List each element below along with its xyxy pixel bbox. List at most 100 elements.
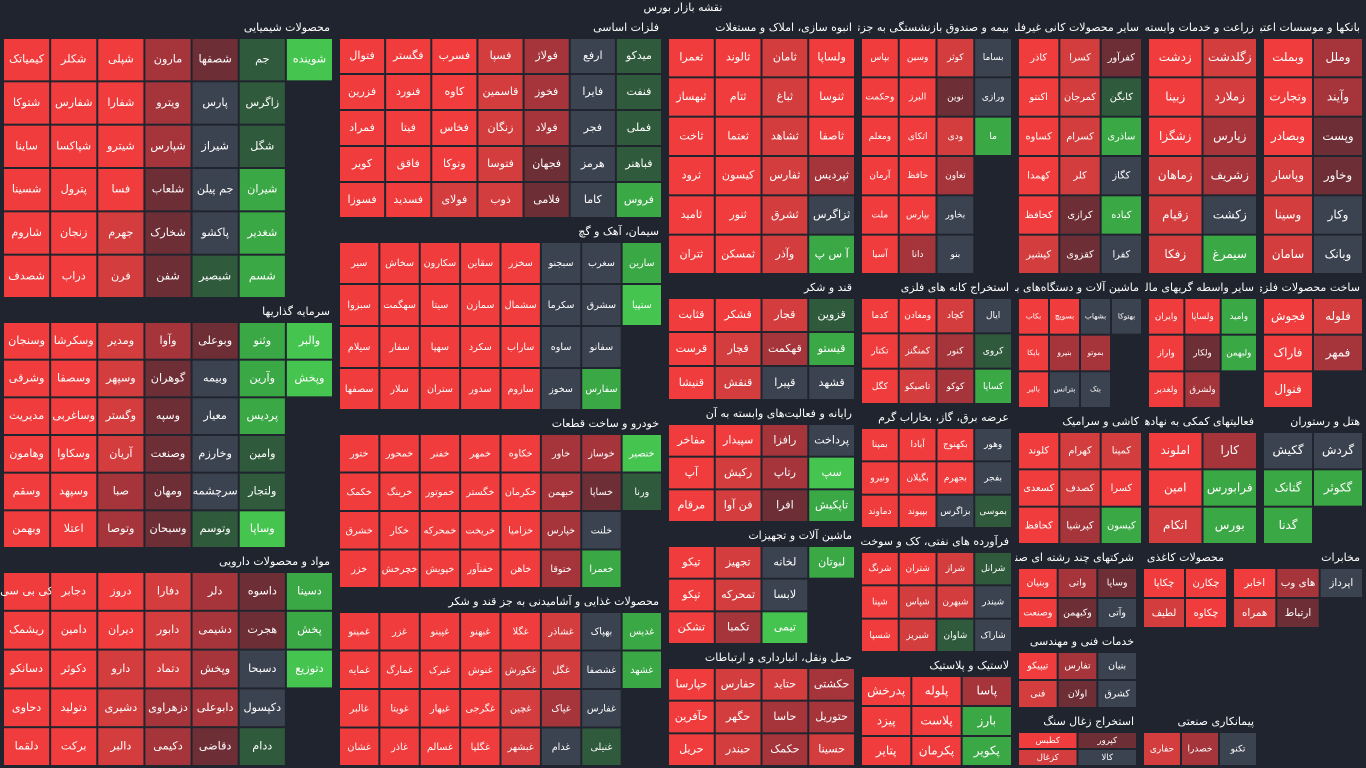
tile [4,611,50,649]
tile-label: مفاخر [676,433,705,446]
tile-label: شصفها [198,53,231,66]
tile [669,157,714,195]
tile [899,619,936,651]
tile-label: کاوه [445,85,465,98]
tile-label: بنیرو [1056,348,1071,357]
sector-title: سایر محصولات کانی غیرفلزی [1002,21,1139,34]
tile-label: وامید [1230,312,1248,322]
tile-label: کساپا [983,382,1004,392]
tile-label: پردیس [246,409,278,423]
tile-label: کفرآور [1107,51,1136,64]
tile-label: سفار [388,342,409,353]
tile [862,196,898,234]
tile [340,651,379,688]
tile [286,573,332,610]
sector: انبوه سازی، املاک و مستغلات ثعمرا ثبهساز ثا… [669,21,854,273]
tile [239,169,285,211]
tile-label: سدور [468,384,491,395]
tile [1019,39,1059,77]
tile [1320,569,1362,597]
tile-label: ولکار [1192,349,1211,359]
tile-label: غیهار [429,703,450,714]
sector-title: شرکتهای چند رشته ای صنعتی [997,551,1134,564]
tile [1149,235,1202,273]
tile [1264,433,1312,469]
tile [51,323,97,359]
tile-label: کوکو [945,382,965,392]
tile-label: شپنا [872,598,888,608]
tile [1019,299,1048,334]
tile-label: کحافظ [1025,210,1053,221]
tile [1264,470,1312,506]
tile-label: فتوسا [487,157,514,170]
tile [937,553,974,585]
sector-title: بانکها و موسسات اعتباری [1242,21,1360,34]
tile [192,169,238,211]
tile [340,473,379,510]
tile-label: سلار [389,384,408,395]
tile [239,573,285,610]
tile [239,82,285,124]
tile [975,553,1011,585]
tile [1149,433,1202,469]
tile [899,553,936,585]
tile-label: پکرمان [919,744,954,759]
tile-label: خساپا [590,487,613,498]
sector: محصولات کاغذی چکاپا لطیف چکارن چکاوه [1144,551,1226,627]
tile-label: کنور [946,347,964,357]
tile [937,334,974,368]
sector-title: قند و شکر [803,281,852,294]
tile [809,39,854,77]
tile-label: غگلپا [471,741,490,753]
sector: بیمه و صندوق بازنشستگی به جزتامین اجتماع… [858,21,1011,273]
tile-label: غنوش [468,665,493,676]
tile [1058,681,1097,707]
tile [862,299,898,333]
tile-label: زکشت [1213,208,1247,223]
tile-label: قنیشا [679,376,704,389]
tile [541,473,581,510]
tile [669,367,714,399]
tile [420,473,460,510]
tile-label: وگستر [105,408,136,423]
tile [1019,433,1059,469]
tile [809,734,854,765]
tile [937,619,974,651]
tile-label: ارفع [583,49,602,62]
tile [937,369,974,403]
tile [715,39,761,77]
tile [1058,653,1097,679]
tile-label: دسبحا [248,662,276,675]
tile-label: مارون [154,53,182,67]
tile-label: شپاس [906,598,930,608]
tile-label: واراز [1156,349,1174,359]
tile [1314,335,1362,371]
tile-label: غدام [552,742,571,753]
tile [51,573,97,610]
tile [669,579,714,611]
tile-label: بنیان [1108,661,1126,672]
tile-label: حفارس [721,677,756,690]
tile-label: وثنو [252,334,271,348]
tile-label: بسویچ [1055,311,1074,320]
tile [340,147,385,181]
tile-label: کابگن [1110,91,1134,103]
tile [809,333,854,365]
tile [1185,335,1220,371]
tile [461,243,500,283]
tile [1264,196,1312,234]
tile [962,707,1011,735]
tile-label: غبرک [429,665,451,676]
tile [4,511,50,547]
tile-label: حتوریل [815,710,848,723]
tile-label: پتایر [875,744,897,759]
tile [809,701,854,733]
tile [98,125,144,167]
tile-label: ساروم [508,384,534,395]
tile-label: زنجان [60,226,87,240]
tile [1019,117,1059,155]
tile [1264,299,1312,334]
tile-label: ریشمک [9,623,44,637]
tile-label: سبجنو [548,258,574,269]
tile [1149,39,1202,77]
